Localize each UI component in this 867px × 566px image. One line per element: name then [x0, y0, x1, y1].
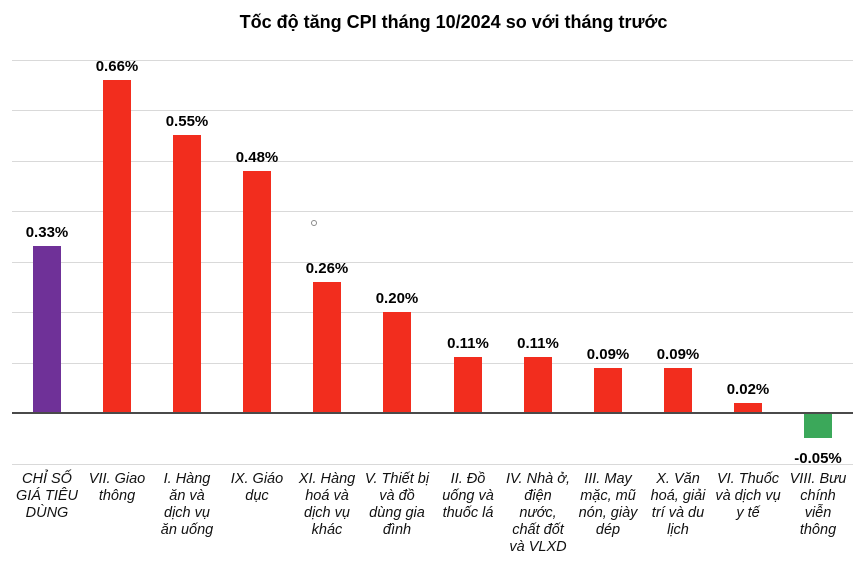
- bar: [103, 80, 131, 413]
- bar: [454, 357, 482, 413]
- zero-axis-line: [12, 412, 853, 414]
- bar-value-label: 0.55%: [165, 113, 209, 130]
- bar-value-label: 0.11%: [447, 335, 489, 352]
- gridline: [12, 262, 853, 263]
- chart-title: Tốc độ tăng CPI tháng 10/2024 so với thá…: [239, 12, 668, 32]
- bar-value-label: 0.48%: [235, 149, 279, 166]
- category-label: II. Đồ uống và thuốc lá: [442, 471, 494, 521]
- category-label: V. Thiết bị và đồ dùng gia đình: [364, 471, 430, 538]
- gridline: [12, 312, 853, 313]
- bar-value-label: 0.33%: [25, 224, 69, 241]
- category-label: CHỈ SỐ GIÁ TIÊU DÙNG: [15, 471, 79, 521]
- bar: [664, 368, 692, 413]
- category-label: IV. Nhà ở, điện nước, chất đốt và VLXD: [505, 471, 571, 555]
- bar: [594, 368, 622, 413]
- bar-value-label: -0.05%: [794, 450, 842, 467]
- category-label: VIII. Bưu chính viễn thông: [789, 471, 847, 538]
- stray-circle-annotation: [311, 220, 317, 226]
- bar-value-label: 0.09%: [656, 346, 700, 363]
- bar: [243, 171, 271, 413]
- gridline: [12, 211, 853, 212]
- bar: [383, 312, 411, 413]
- category-label: VI. Thuốc và dịch vụ y tế: [715, 471, 781, 521]
- bar: [804, 413, 832, 438]
- category-label: IX. Giáo dục: [230, 471, 284, 504]
- category-label: VII. Giao thông: [88, 471, 146, 504]
- bar: [33, 246, 61, 413]
- category-label: XI. Hàng hoá và dịch vụ khác: [298, 471, 356, 538]
- bar-value-label: 0.09%: [586, 346, 630, 363]
- bar: [524, 357, 552, 413]
- bar-value-label: 0.20%: [375, 290, 419, 307]
- bar-value-label: 0.66%: [95, 58, 139, 75]
- category-label: X. Văn hoá, giải trí và du lịch: [650, 471, 706, 538]
- gridline: [12, 464, 853, 465]
- bar-value-label: 0.02%: [726, 381, 770, 398]
- bar-value-label: 0.26%: [305, 260, 349, 277]
- bar-value-label: 0.11%: [517, 335, 559, 352]
- gridline: [12, 161, 853, 162]
- category-label: III. May mặc, mũ nón, giày dép: [578, 471, 638, 538]
- gridline: [12, 363, 853, 364]
- gridline: [12, 60, 853, 61]
- bar: [313, 282, 341, 413]
- category-label: I. Hàng ăn và dịch vụ ăn uống: [160, 471, 214, 538]
- bar: [173, 135, 201, 413]
- bar: [734, 403, 762, 413]
- gridline: [12, 110, 853, 111]
